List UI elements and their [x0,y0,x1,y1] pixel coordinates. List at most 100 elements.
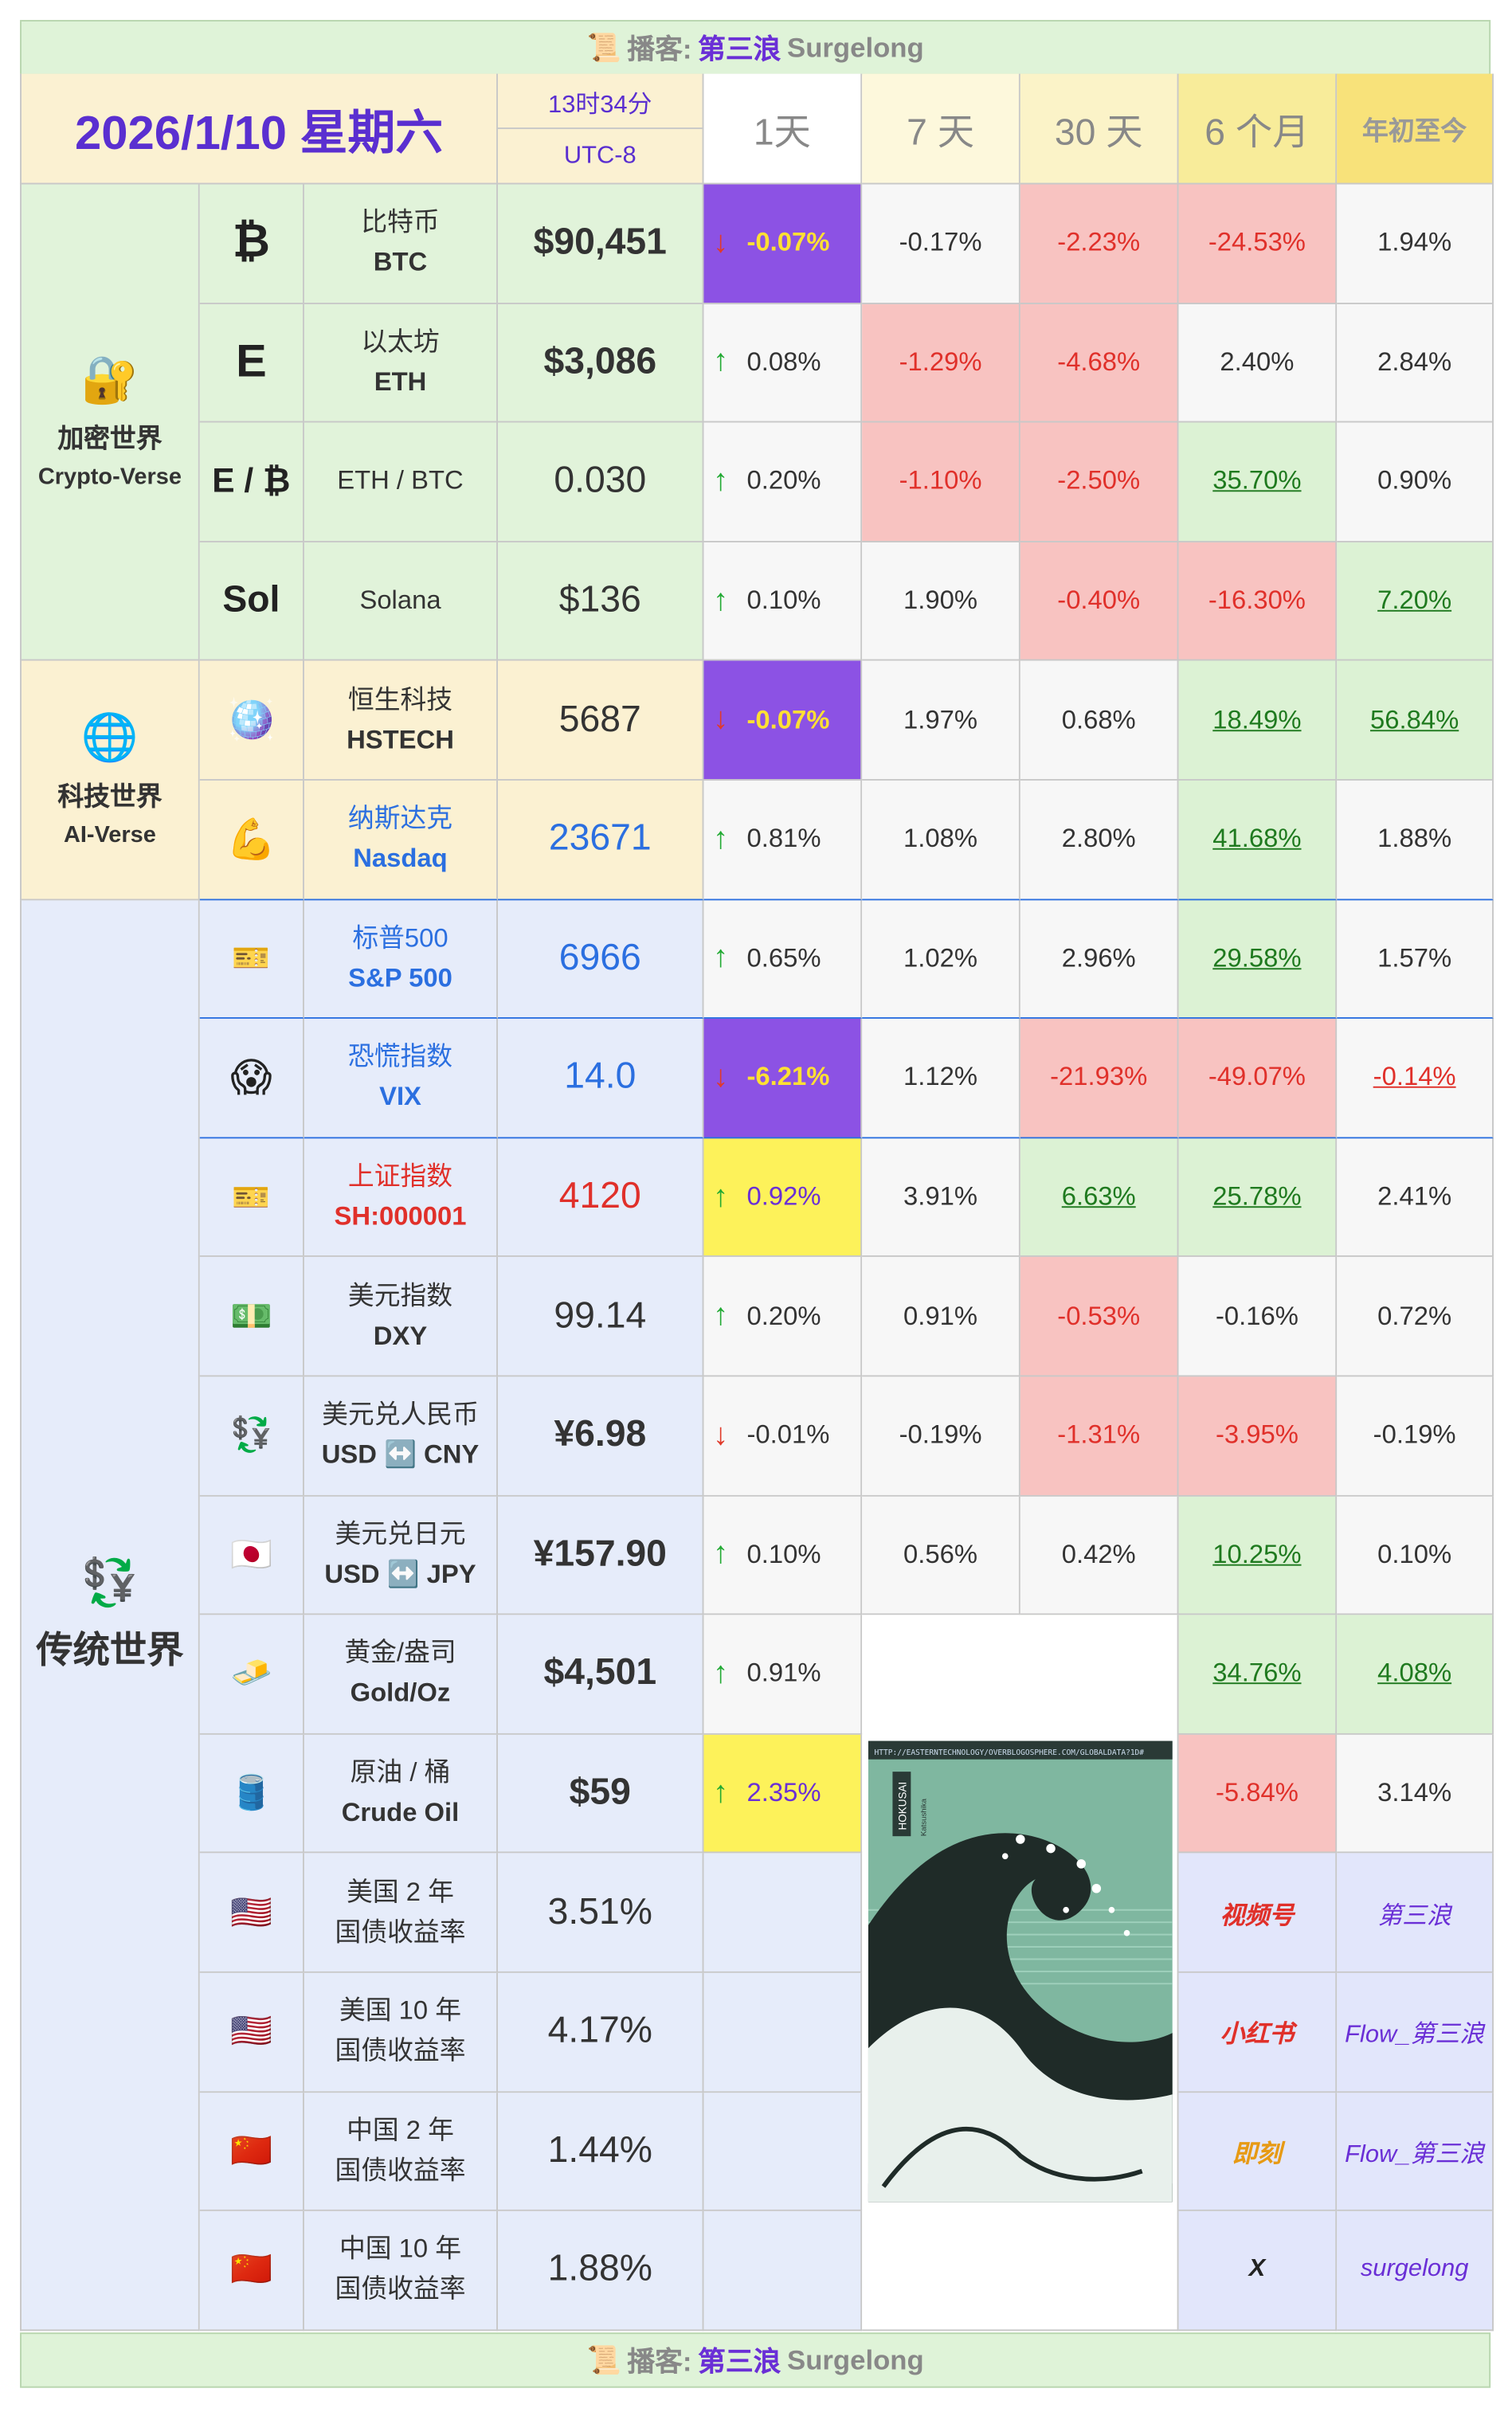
change-ytd: 3.14% [1337,1734,1494,1854]
change-7d-value: 1.12% [903,1062,978,1092]
asset-symbol-icon: E / ₿ [199,422,304,542]
change-6m: -0.16% [1178,1257,1338,1377]
change-ytd: 0.10% [1337,1495,1494,1615]
section-tech: 🌐 科技世界 AI-Verse [20,661,200,900]
change-30d-value: -4.68% [1057,347,1141,377]
col-30d: 30 天 [1020,73,1179,185]
change-7d-value: 1.08% [903,824,978,854]
arrow-up-icon: ↑ [713,464,729,498]
section-crypto-subtitle: Crypto-Verse [37,464,182,491]
change-6m-value: 25.78% [1212,1181,1302,1212]
change-ytd-value: 56.84% [1370,704,1459,734]
change-1d: ↑ 0.08% [703,303,863,423]
change-7d: -0.19% [862,1376,1020,1496]
bond-yield: 4.17% [497,1972,704,2093]
change-1d: ↑ 0.91% [703,1615,863,1735]
asset-name-en: DXY [373,1321,428,1350]
change-6m: 41.68% [1178,780,1338,900]
col-1d: 1天 [703,73,863,185]
change-1d-value: 0.92% [746,1181,821,1212]
change-ytd-value: 7.20% [1377,585,1452,615]
col-ytd: 年初至今 [1337,73,1494,185]
asset-name-en: HSTECH [347,724,454,754]
asset-name-cn: 恐慌指数 [347,1042,453,1072]
col-6m: 6 个月 [1178,73,1338,185]
asset-price: 23671 [497,780,704,900]
arrow-up-icon: ↑ [713,821,729,856]
arrow-down-icon: ↓ [713,225,729,260]
change-7d: 0.91% [862,1257,1020,1377]
arrow-up-icon: ↑ [713,1537,729,1572]
asset-name: 上证指数 SH:000001 [304,1137,498,1258]
change-30d-value: -2.50% [1057,466,1141,496]
change-6m-value: -24.53% [1208,228,1306,257]
arrow-up-icon: ↑ [713,1656,729,1690]
scroll-icon: 📜 [586,2343,621,2375]
asset-symbol-icon: 🎫 [199,899,304,1020]
change-1d-value: 2.35% [746,1777,821,1807]
arrow-down-icon: ↓ [713,702,729,737]
change-30d: 2.96% [1020,899,1179,1020]
bond-name: 美国 2 年国债收益率 [304,1853,498,1973]
asset-price: 0.030 [497,422,704,542]
change-30d: -0.53% [1020,1257,1179,1377]
asset-name-en: VIX [379,1082,421,1112]
asset-name-cn: 原油 / 桶 [350,1757,451,1787]
asset-name-cn: 上证指数 [347,1161,453,1192]
asset-price: ¥6.98 [497,1376,704,1496]
banner-brand: 第三浪 [698,33,781,65]
change-6m: 10.25% [1178,1495,1338,1615]
change-7d-value: 1.90% [903,585,978,615]
social-platform: 视频号 [1178,1853,1338,1973]
change-30d-value: -1.31% [1057,1419,1141,1450]
change-ytd: 2.41% [1337,1137,1494,1258]
asset-symbol-icon: ₿ [199,184,304,304]
bond-name: 美国 10 年国债收益率 [304,1972,498,2093]
asset-name-cn: 黄金/盎司 [344,1639,456,1668]
hokusai-sub: Katsushika [919,1799,928,1837]
bond-name-line2: 国债收益率 [335,2274,466,2304]
change-7d-value: 0.91% [903,1301,978,1330]
change-1d-value: 0.08% [746,347,821,377]
change-7d: 3.91% [862,1137,1020,1258]
change-1d-value: 0.20% [746,1301,821,1330]
change-30d-value: 2.80% [1061,824,1136,854]
change-7d: -0.17% [862,184,1020,304]
bottom-banner: 📜 播客: 第三浪 Surgelong [20,2332,1491,2388]
change-1d: ↑ 0.20% [703,1257,863,1377]
section-crypto-title: 加密世界 [57,424,163,454]
blank-cell [703,2211,863,2331]
change-7d-value: 1.02% [903,943,978,973]
social-handle: Flow_第三浪 [1337,2092,1494,2212]
asset-name-en: USD ↔️ CNY [321,1439,480,1470]
change-7d-value: -0.19% [899,1419,982,1450]
arrow-up-icon: ↑ [713,583,729,617]
change-1d: ↑ 2.35% [703,1734,863,1854]
asset-price: 14.0 [497,1019,704,1138]
asset-name-en: SH:000001 [334,1201,467,1231]
change-7d: -1.10% [862,422,1020,542]
change-1d-value: 0.10% [746,1539,821,1569]
change-6m-value: 2.40% [1220,347,1295,377]
change-ytd-value: 2.41% [1377,1181,1452,1212]
change-7d-value: 3.91% [903,1181,978,1212]
bond-name-line2: 国债收益率 [335,1917,466,1947]
change-30d: 6.63% [1020,1137,1179,1258]
change-30d-value: 0.68% [1061,704,1136,734]
social-handle: surgelong [1337,2211,1494,2331]
asset-price: ¥157.90 [497,1495,704,1615]
asset-name-cn: 美元兑日元 [335,1519,466,1549]
change-30d-value: -0.40% [1057,585,1141,615]
asset-price: 5687 [497,661,704,781]
change-6m: -3.95% [1178,1376,1338,1496]
change-1d-value: 0.91% [746,1658,821,1688]
asset-name: ETH / BTC [304,422,498,542]
change-6m: 18.49% [1178,661,1338,781]
asset-price: $59 [497,1734,704,1854]
bond-name-line2: 国债收益率 [335,2155,466,2185]
change-ytd: 0.72% [1337,1257,1494,1377]
change-1d-value: -6.21% [746,1062,830,1092]
change-1d-value: 0.20% [746,466,821,496]
change-6m: -24.53% [1178,184,1338,304]
asset-symbol-icon: 🇯🇵 [199,1495,304,1615]
